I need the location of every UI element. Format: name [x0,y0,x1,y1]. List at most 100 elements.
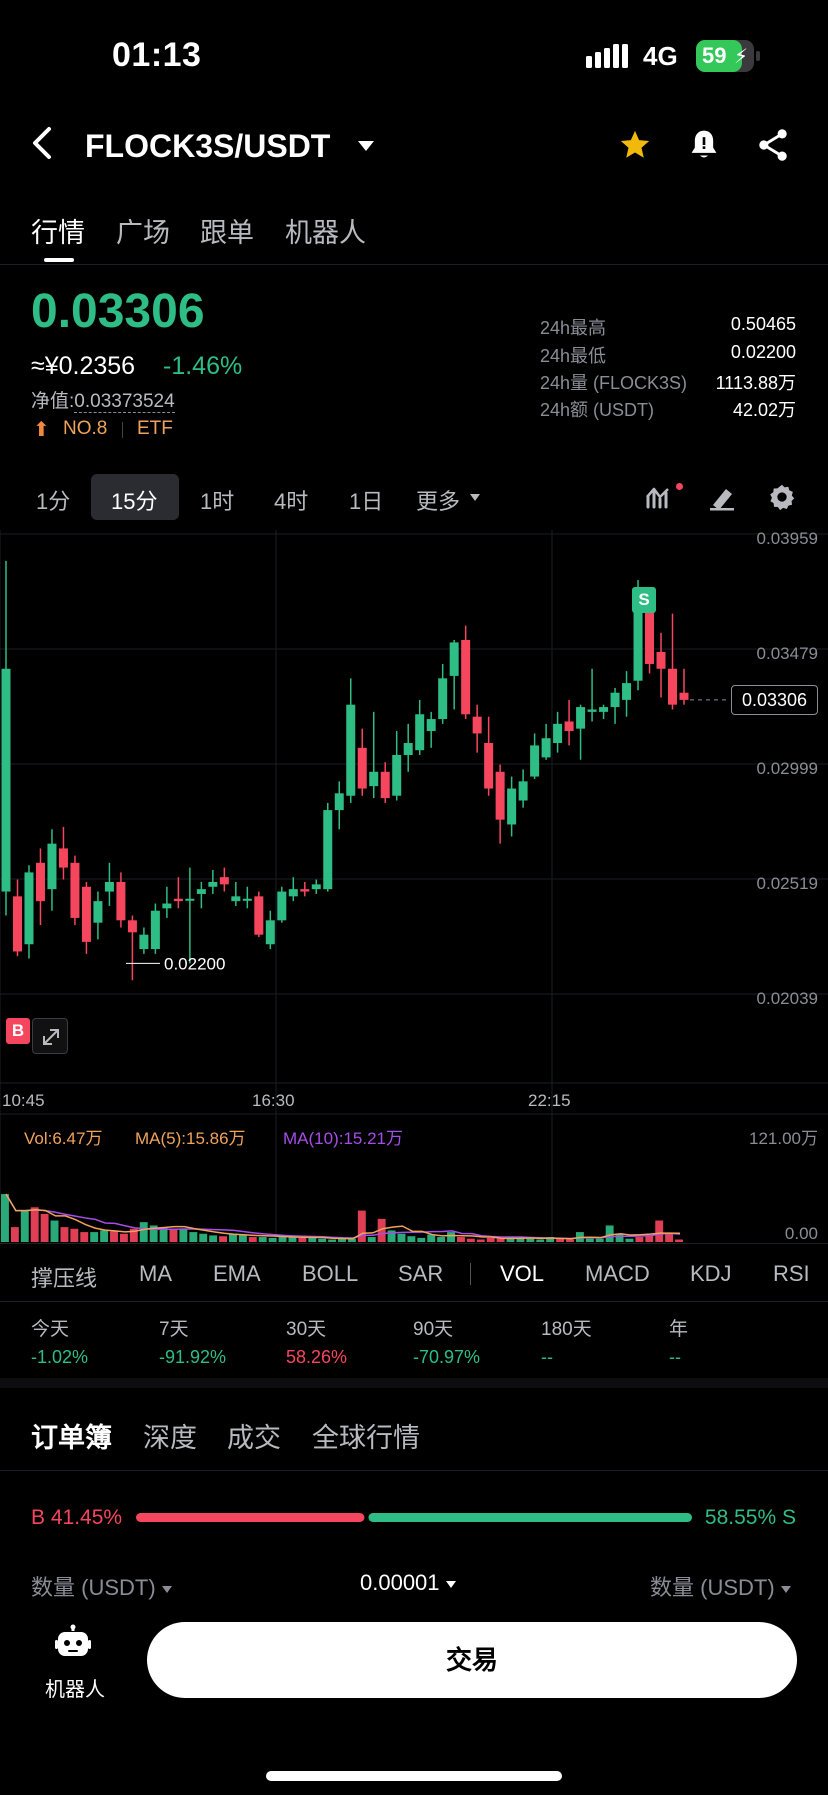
indicator-sar[interactable]: SAR [398,1261,444,1286]
interval-1h[interactable]: 1时 [200,489,235,514]
tab-copy-trading[interactable]: 跟单 [200,218,254,248]
price-axis-label: 0.02039 [757,989,818,1008]
sell-signal-marker[interactable]: S [632,587,656,613]
volume-bar [357,1210,366,1242]
favorite-star-icon[interactable] [618,128,652,162]
candle-body [104,881,114,892]
candle-body [622,683,632,700]
tab-orderbook[interactable]: 订单簿 [31,1423,112,1453]
chevron-down-icon [780,1585,791,1593]
candle-body [127,920,137,933]
robot-icon[interactable] [55,1624,91,1660]
candle-body [541,738,551,758]
indicator-kdj[interactable]: KDJ [690,1261,732,1286]
perf-7d-value: -91.92% [159,1347,227,1367]
volume-bar [556,1238,565,1242]
volume-bar [377,1218,386,1242]
volume-bar [387,1230,396,1242]
divider [0,1470,828,1471]
nav-value-row[interactable]: 净值:0.03373524 [31,386,175,413]
tab-market[interactable]: 行情 [31,218,85,248]
perf-year-label: 年 [669,1319,689,1340]
volume-bar [100,1230,109,1242]
indicator-support-resistance[interactable]: 撑压线 [31,1266,98,1291]
volume-bar [476,1239,485,1242]
candle-body [277,891,287,921]
volume-bar [496,1238,505,1242]
interval-4h[interactable]: 4时 [274,489,309,514]
drawing-pen-icon[interactable] [708,485,736,511]
candle-body [300,889,310,892]
stat-turnover-label: 24h额 (USDT) [540,400,655,420]
indicator-vol[interactable]: VOL [500,1261,545,1286]
trade-button[interactable]: 交易 [147,1622,797,1698]
candle-body [35,862,45,902]
orderbook-qty-left-selector[interactable]: 数量 (USDT) [31,1570,172,1602]
perf-today-label: 今天 [31,1319,70,1340]
stat-volume-value: 1113.88万 [715,373,796,393]
candle-body [93,901,103,923]
etf-tag[interactable]: ETF [137,418,173,439]
interval-15m[interactable]: 15分 [111,489,158,514]
volume-bar [248,1237,257,1242]
candle-body [254,896,264,935]
interval-1m[interactable]: 1分 [36,489,71,514]
perf-30d-label: 30天 [286,1319,327,1340]
candle-body [461,639,471,715]
interval-more[interactable]: 更多 [416,489,461,514]
charging-bolt-icon: ⚡ [734,46,749,68]
volume-bar [268,1237,277,1242]
perf-7d-label: 7天 [159,1319,189,1340]
battery-level: 59 [702,43,727,68]
settings-gear-icon[interactable] [768,483,796,511]
candle-body [380,771,390,799]
candlestick-chart[interactable]: 0.03959 0.03479 0.02999 0.02519 0.02039 10:4… [0,530,828,1243]
orderbook-qty-right-selector[interactable]: 数量 (USDT) [650,1570,791,1602]
indicator-ema[interactable]: EMA [213,1261,261,1286]
indicators-icon[interactable] [645,483,675,511]
tab-square[interactable]: 广场 [116,218,170,248]
volume-bar [1,1194,9,1242]
indicator-ma[interactable]: MA [139,1261,172,1286]
signal-strength-icon [586,44,628,68]
candle-body [403,743,413,755]
volume-bar [10,1227,19,1242]
pair-dropdown-icon[interactable] [358,141,374,151]
candle-body [265,920,275,945]
volume-bar [367,1237,376,1242]
indicator-macd[interactable]: MACD [585,1261,650,1286]
volume-bar [526,1238,535,1242]
volume-bar [298,1237,307,1242]
volume-axis-top: 121.00万 [749,1129,818,1148]
volume-bar [536,1239,545,1242]
rank-badge[interactable]: NO.8 [63,418,108,439]
volume-bar [457,1237,465,1242]
precision-selector[interactable]: 0.00001 [360,1570,456,1596]
indicator-boll[interactable]: BOLL [302,1261,359,1286]
volume-bar [328,1239,337,1242]
tab-trades[interactable]: 成交 [227,1423,281,1453]
tab-global-market[interactable]: 全球行情 [312,1423,420,1453]
volume-bars [1,1193,683,1242]
tab-bots[interactable]: 机器人 [285,218,366,248]
bots-label[interactable]: 机器人 [45,1679,105,1701]
price-alert-bell-icon[interactable] [688,128,720,162]
fullscreen-expand-icon[interactable] [32,1018,68,1054]
back-arrow-icon[interactable] [30,126,54,160]
share-icon[interactable] [757,128,789,162]
divider [122,422,123,438]
divider [0,1301,828,1302]
last-price: 0.03306 [31,285,205,338]
pair-title[interactable]: FLOCK3S/USDT [85,128,331,164]
candle-body [58,848,68,868]
candle-body [288,889,298,897]
stat-low-label: 24h最低 [540,346,607,366]
buy-signal-marker[interactable]: B [6,1018,30,1044]
indicator-rsi[interactable]: RSI [773,1261,810,1286]
price-change-percent: -1.46% [163,352,243,380]
candle-body [518,781,528,801]
interval-1d[interactable]: 1日 [349,489,384,514]
candle-body [679,692,689,700]
tab-depth[interactable]: 深度 [143,1423,197,1453]
candle-body [530,745,540,777]
